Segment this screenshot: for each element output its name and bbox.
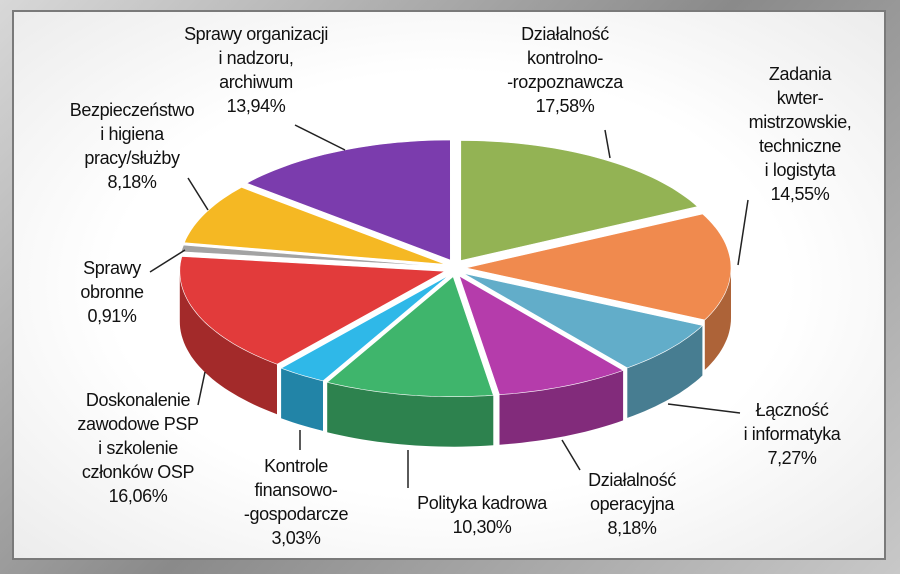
- slice-label: Działalność kontrolno- -rozpoznawcza 17,5…: [507, 22, 623, 118]
- leader-line: [604, 129, 611, 159]
- slice-side: [179, 271, 277, 415]
- slice: [460, 140, 699, 261]
- value-label: 7,27%: [767, 448, 817, 468]
- slice-label: Polityka kadrowa 10,30%: [417, 491, 547, 539]
- value-label: 13,94%: [226, 96, 286, 116]
- slice-label: Doskonalenie zawodowe PSP i szkolenie cz…: [77, 388, 199, 508]
- slice: [183, 187, 446, 265]
- value-label: 8,18%: [607, 518, 657, 538]
- leader-line: [294, 124, 346, 151]
- category-name: Sprawy obronne: [80, 258, 144, 302]
- category-name: Polityka kadrowa: [417, 493, 547, 513]
- slice-side: [327, 382, 494, 447]
- leader-line: [197, 371, 206, 406]
- slice-label: Zadania kwter- mistrzowskie, techniczne …: [749, 62, 852, 206]
- slice: [458, 275, 624, 396]
- category-name: Sprawy organizacji i nadzoru, archiwum: [184, 24, 328, 92]
- value-label: 14,55%: [770, 184, 830, 204]
- value-label: 17,58%: [535, 96, 595, 116]
- value-label: 3,03%: [271, 528, 321, 548]
- slice: [280, 275, 450, 382]
- slice-label: Sprawy organizacji i nadzoru, archiwum 13…: [184, 22, 328, 118]
- category-name: Działalność kontrolno- -rozpoznawcza: [507, 24, 623, 92]
- slice-label: Kontrole finansowo- -gospodarcze 3,03%: [243, 454, 349, 550]
- slice-side: [499, 370, 624, 445]
- value-label: 8,18%: [107, 172, 157, 192]
- category-name: Zadania kwter- mistrzowskie, techniczne …: [748, 64, 852, 180]
- category-name: Bezpieczeństwo i higiena pracy/służby: [69, 100, 195, 168]
- leader-line: [187, 177, 209, 211]
- category-name: Działalność operacyjna: [588, 470, 676, 514]
- slice: [465, 213, 732, 321]
- slice-side: [281, 368, 323, 431]
- leader-line: [737, 199, 749, 266]
- category-name: Kontrole finansowo- -gospodarcze: [243, 456, 349, 524]
- value-label: 0,91%: [87, 306, 137, 326]
- value-label: 10,30%: [452, 517, 512, 537]
- leader-line: [667, 403, 741, 414]
- leader-line: [149, 249, 186, 273]
- slice-label: Działalność operacyjna 8,18%: [588, 468, 676, 540]
- slice: [326, 276, 494, 398]
- slice: [179, 256, 446, 365]
- category-name: Doskonalenie zawodowe PSP i szkolenie cz…: [77, 390, 199, 482]
- slice-label: Bezpieczeństwo i higiena pracy/służby 8,1…: [69, 98, 195, 194]
- leader-line: [561, 439, 581, 471]
- slice: [463, 273, 704, 369]
- category-name: Łączność i informatyka: [743, 400, 841, 444]
- slice: [246, 139, 451, 261]
- slice-label: Łączność i informatyka 7,27%: [744, 398, 841, 470]
- value-label: 16,06%: [108, 486, 168, 506]
- slice-side: [627, 325, 703, 418]
- slice-side: [704, 267, 731, 370]
- slice-label: Sprawy obronne 0,91%: [80, 256, 144, 328]
- slice: [180, 244, 445, 267]
